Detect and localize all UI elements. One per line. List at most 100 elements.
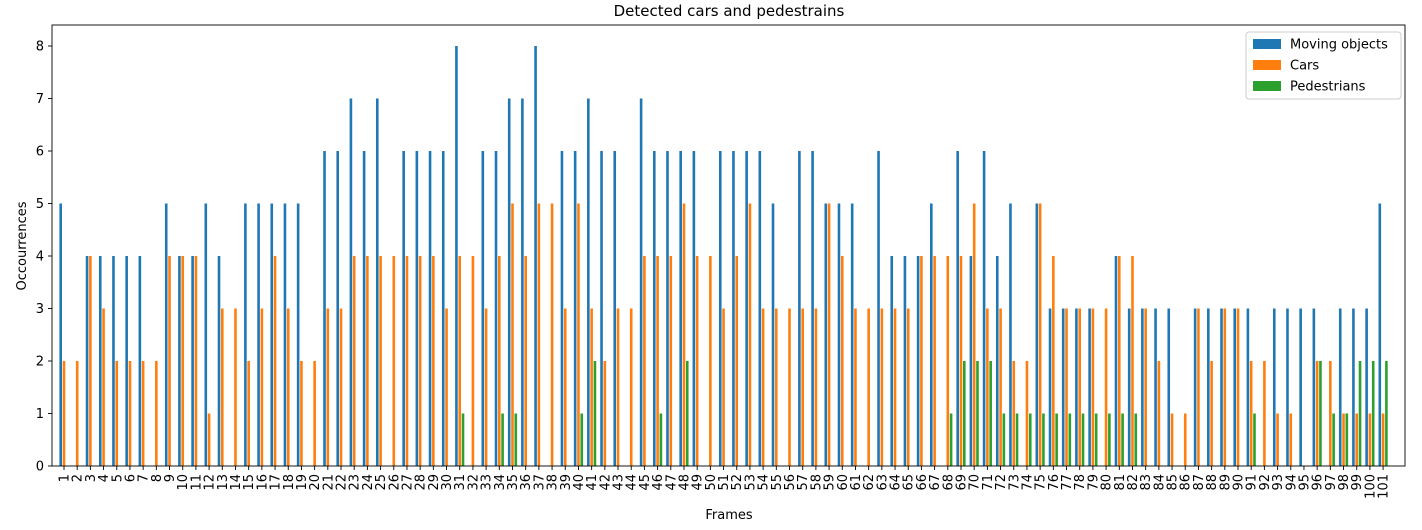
bar-cars-10 bbox=[181, 256, 185, 466]
bar-cars-5 bbox=[115, 361, 119, 466]
bar-moving-objects-91 bbox=[1246, 308, 1250, 466]
x-tick-label: 3 bbox=[84, 474, 99, 482]
bar-pedestrians-98 bbox=[1345, 413, 1349, 466]
x-tick-label: 1 bbox=[58, 474, 73, 482]
x-tick-label: 34 bbox=[493, 474, 508, 491]
bar-moving-objects-43 bbox=[613, 151, 617, 466]
x-tick-label: 62 bbox=[862, 474, 877, 491]
bar-moving-objects-69 bbox=[956, 151, 959, 466]
bar-cars-67 bbox=[933, 256, 936, 466]
bar-moving-objects-51 bbox=[718, 151, 722, 466]
plot-frame bbox=[51, 24, 1406, 467]
bar-moving-objects-33 bbox=[481, 151, 485, 466]
bar-moving-objects-73 bbox=[1009, 203, 1012, 466]
x-tick-label: 28 bbox=[414, 474, 429, 491]
bar-moving-objects-77 bbox=[1061, 308, 1065, 466]
legend-label: Cars bbox=[1290, 59, 1319, 74]
bar-cars-78 bbox=[1078, 308, 1082, 466]
bar-cars-88 bbox=[1210, 361, 1213, 466]
bar-moving-objects-31 bbox=[455, 46, 458, 466]
bar-moving-objects-4 bbox=[98, 256, 102, 466]
bar-moving-objects-87 bbox=[1193, 308, 1197, 466]
bar-cars-54 bbox=[761, 308, 765, 466]
x-tick-label: 84 bbox=[1152, 474, 1167, 491]
bar-moving-objects-99 bbox=[1352, 308, 1355, 466]
y-tick-label: 0 bbox=[36, 460, 44, 475]
bar-cars-38 bbox=[550, 203, 554, 466]
bar-cars-61 bbox=[854, 308, 857, 466]
x-tick-label: 27 bbox=[400, 474, 415, 491]
x-tick-label: 46 bbox=[651, 474, 666, 491]
bar-moving-objects-27 bbox=[402, 151, 405, 466]
bar-cars-48 bbox=[682, 203, 686, 466]
bar-moving-objects-35 bbox=[507, 98, 511, 466]
x-tick-label: 22 bbox=[335, 474, 350, 491]
x-tick-label: 31 bbox=[453, 474, 468, 491]
x-tick-label: 21 bbox=[321, 474, 336, 491]
bar-moving-objects-36 bbox=[521, 98, 524, 466]
x-tick-label: 24 bbox=[361, 474, 376, 491]
bar-pedestrians-101 bbox=[1385, 361, 1388, 466]
bar-moving-objects-18 bbox=[283, 203, 287, 466]
bar-moving-objects-29 bbox=[428, 151, 432, 466]
x-tick-label: 12 bbox=[203, 474, 218, 491]
y-tick-label: 7 bbox=[36, 92, 44, 107]
bar-cars-26 bbox=[392, 256, 396, 466]
x-tick-label: 85 bbox=[1166, 474, 1181, 491]
bar-cars-40 bbox=[577, 203, 580, 466]
bar-cars-4 bbox=[102, 308, 105, 466]
x-tick-label: 40 bbox=[572, 474, 587, 491]
bar-cars-35 bbox=[511, 203, 514, 466]
x-tick-label: 8 bbox=[150, 474, 165, 482]
x-tick-label: 91 bbox=[1245, 474, 1260, 491]
y-tick-label: 2 bbox=[36, 355, 44, 370]
bar-cars-28 bbox=[418, 256, 422, 466]
bar-moving-objects-82 bbox=[1127, 308, 1131, 466]
bar-cars-29 bbox=[432, 256, 435, 466]
bar-moving-objects-65 bbox=[903, 256, 907, 466]
bar-cars-25 bbox=[379, 256, 382, 466]
bar-moving-objects-17 bbox=[270, 203, 274, 466]
bar-moving-objects-34 bbox=[494, 151, 498, 466]
x-tick-label: 55 bbox=[770, 474, 785, 491]
x-tick-label: 61 bbox=[849, 474, 864, 491]
bar-moving-objects-48 bbox=[679, 151, 682, 466]
bar-pedestrians-91 bbox=[1253, 413, 1256, 466]
bar-cars-27 bbox=[405, 256, 409, 466]
legend-swatch bbox=[1253, 60, 1281, 70]
bar-moving-objects-85 bbox=[1167, 308, 1171, 466]
x-tick-label: 25 bbox=[374, 474, 389, 491]
bar-pedestrians-99 bbox=[1358, 361, 1362, 466]
bar-cars-36 bbox=[524, 256, 527, 466]
x-tick-label: 16 bbox=[255, 474, 270, 491]
bar-moving-objects-30 bbox=[441, 151, 445, 466]
bar-pedestrians-71 bbox=[989, 361, 992, 466]
x-tick-label: 59 bbox=[823, 474, 838, 491]
bar-cars-91 bbox=[1249, 361, 1253, 466]
x-tick-label: 43 bbox=[612, 474, 627, 491]
bar-pedestrians-97 bbox=[1332, 413, 1335, 466]
bars bbox=[59, 46, 1388, 466]
bar-cars-98 bbox=[1342, 413, 1345, 466]
bar-pedestrians-35 bbox=[514, 413, 518, 466]
bar-moving-objects-24 bbox=[362, 151, 366, 466]
bar-moving-objects-96 bbox=[1312, 308, 1316, 466]
x-tick-label: 42 bbox=[598, 474, 613, 491]
x-tick-label: 86 bbox=[1179, 474, 1194, 491]
bar-pedestrians-100 bbox=[1371, 361, 1375, 466]
bar-pedestrians-76 bbox=[1055, 413, 1058, 466]
bar-moving-objects-81 bbox=[1114, 256, 1118, 466]
bar-moving-objects-12 bbox=[204, 203, 208, 466]
bar-moving-objects-78 bbox=[1075, 308, 1078, 466]
x-tick-label: 2 bbox=[71, 474, 86, 482]
x-tick-label: 71 bbox=[981, 474, 996, 491]
bar-cars-84 bbox=[1157, 361, 1161, 466]
bar-pedestrians-75 bbox=[1042, 413, 1045, 466]
bar-cars-31 bbox=[458, 256, 462, 466]
x-tick-label: 57 bbox=[796, 474, 811, 491]
bar-cars-60 bbox=[840, 256, 844, 466]
bar-cars-56 bbox=[788, 308, 791, 466]
x-tick-label: 13 bbox=[216, 474, 231, 491]
bar-pedestrians-68 bbox=[949, 413, 953, 466]
bar-moving-objects-25 bbox=[375, 98, 379, 466]
